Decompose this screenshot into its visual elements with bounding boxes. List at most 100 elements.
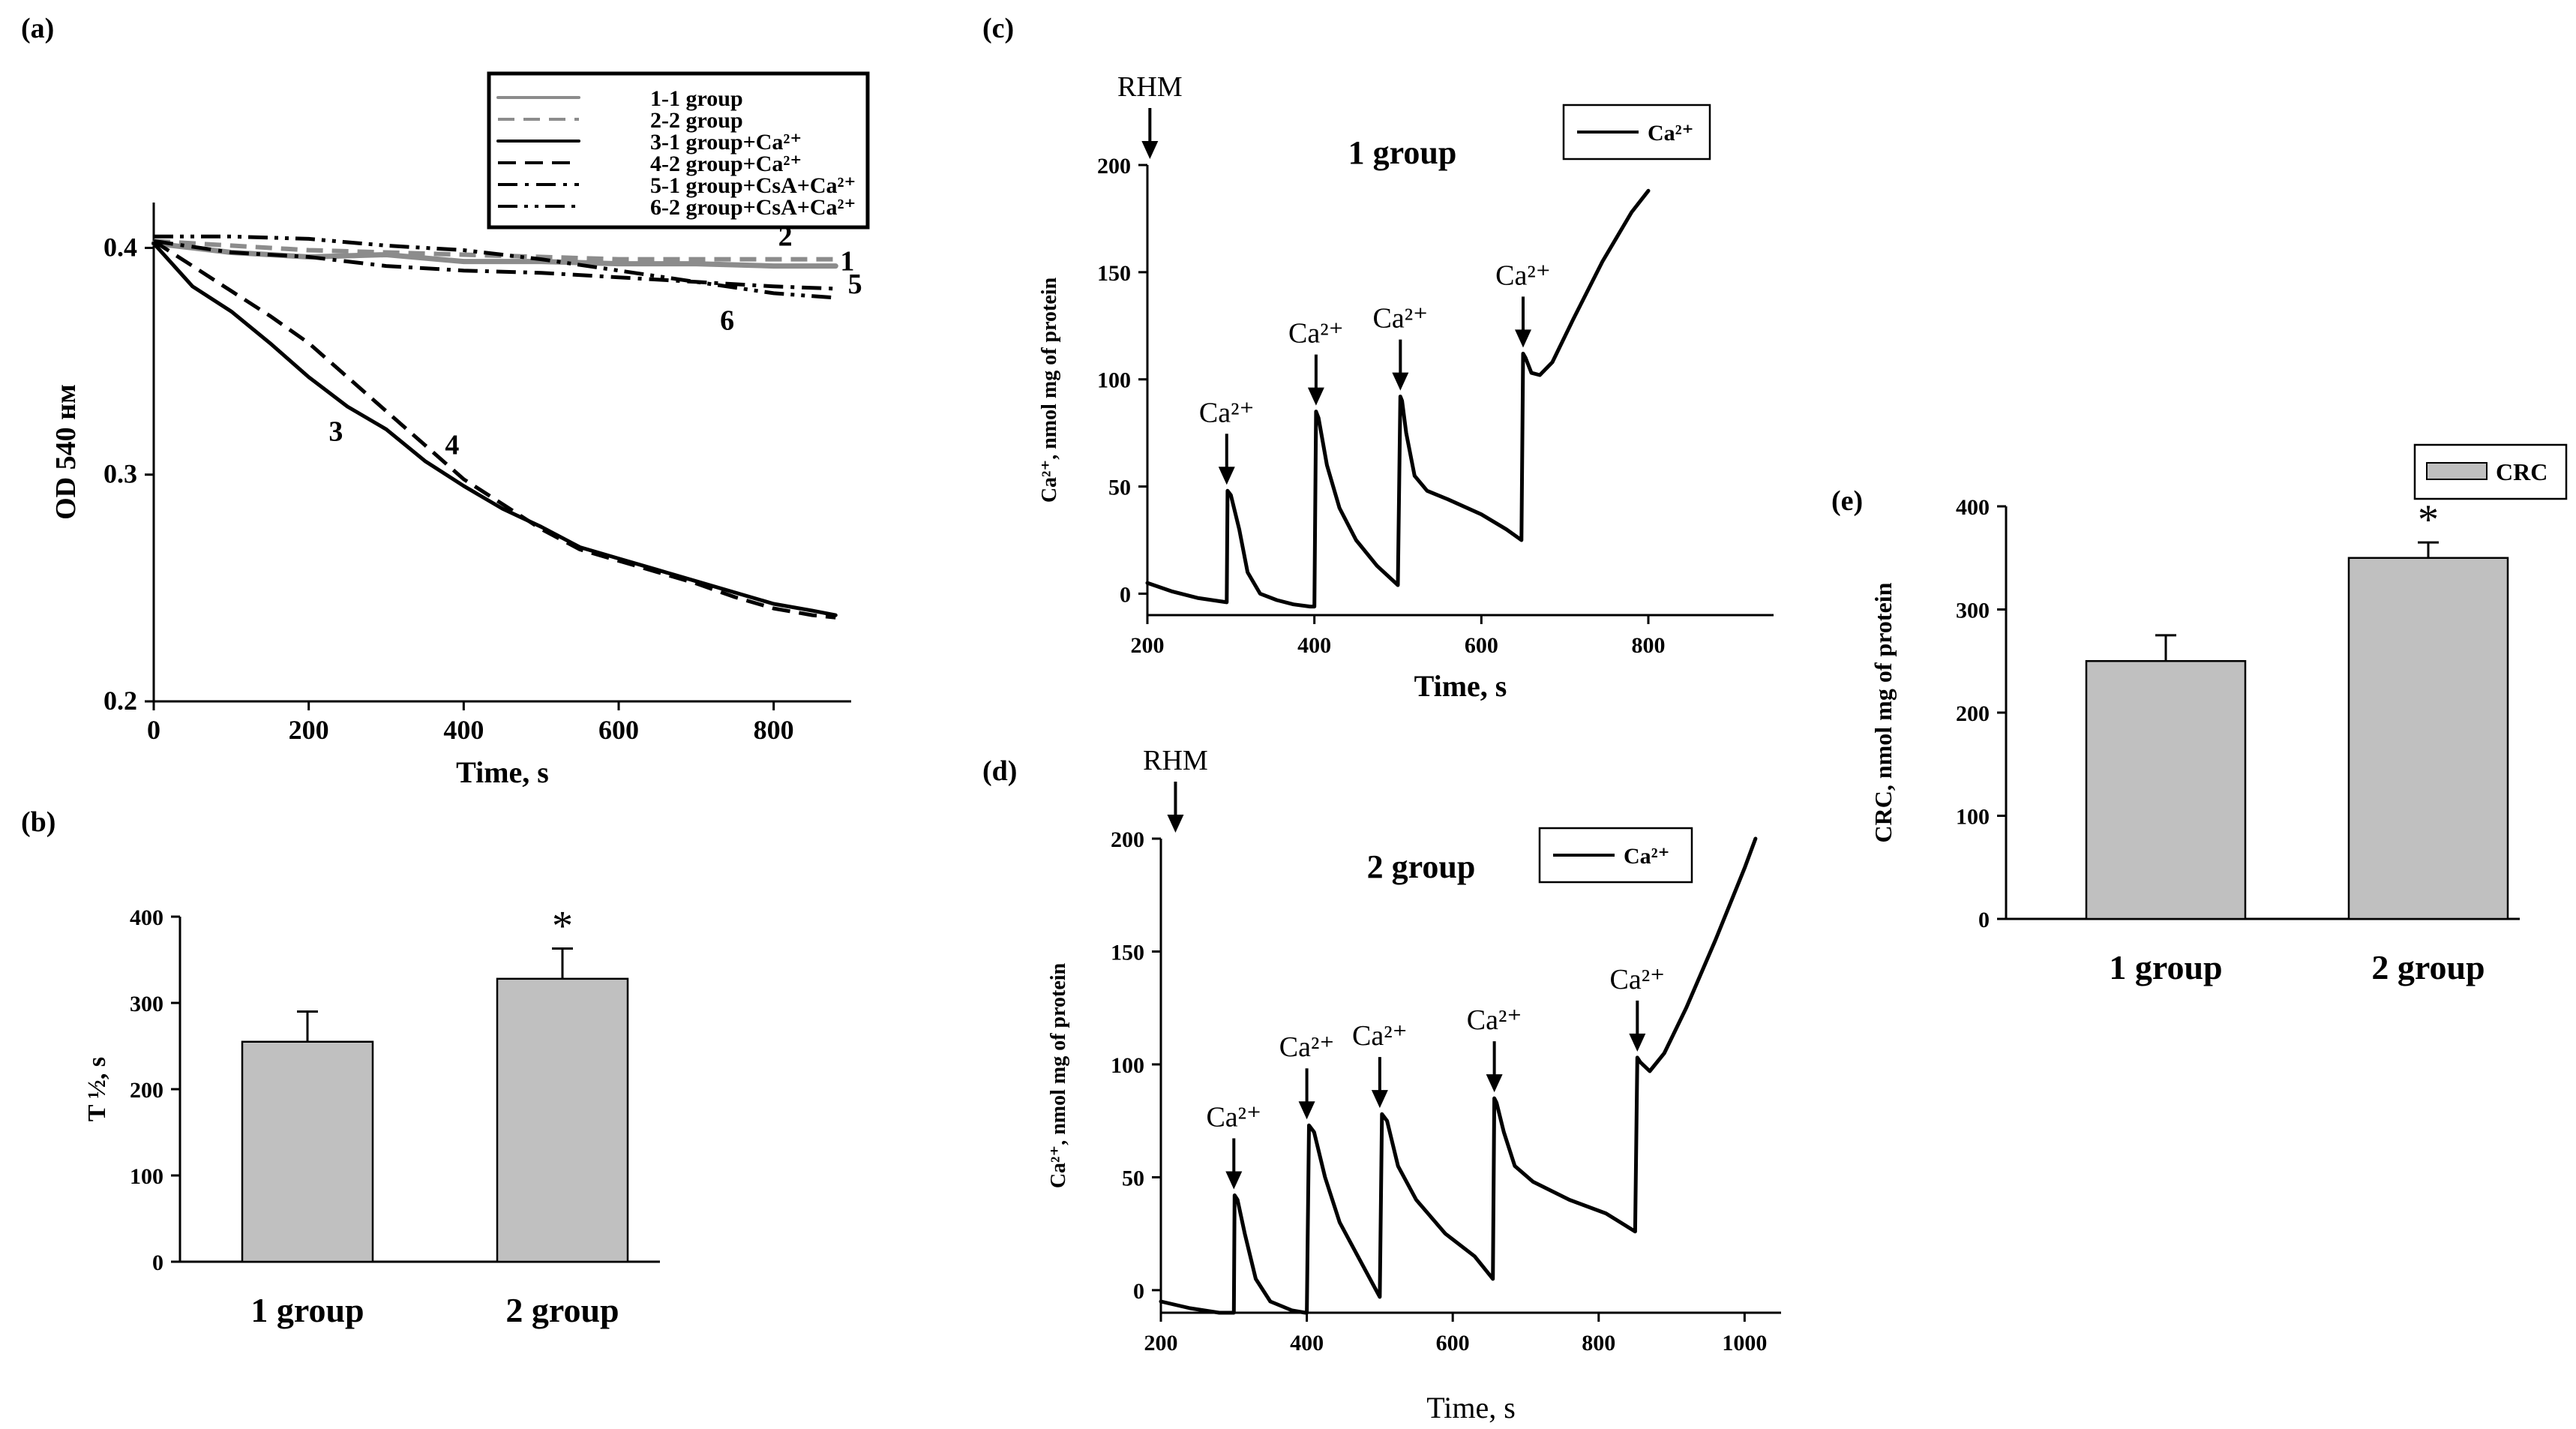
y-tick-label: 0 bbox=[152, 1250, 163, 1275]
y-tick-label: 100 bbox=[1097, 368, 1131, 393]
y-tick-label: 0 bbox=[1133, 1279, 1144, 1304]
ca-addition-arrow-head bbox=[1371, 1090, 1388, 1109]
x-tick-label: 800 bbox=[1632, 633, 1666, 658]
ca-addition-arrow-head bbox=[1225, 1171, 1243, 1190]
ca-addition-label: Ca²⁺ bbox=[1467, 1004, 1522, 1036]
ca-addition-label: Ca²⁺ bbox=[1279, 1031, 1335, 1063]
rhm-label: RHM bbox=[1143, 745, 1208, 776]
curve-label-4: 4 bbox=[445, 430, 459, 461]
y-tick-label: 300 bbox=[1956, 599, 1990, 623]
ca-addition-label: Ca²⁺ bbox=[1373, 303, 1429, 335]
y-tick-label: 200 bbox=[1097, 154, 1131, 179]
y-tick-label: 200 bbox=[1111, 827, 1144, 852]
legend-label: Ca²⁺ bbox=[1648, 121, 1694, 146]
significance-marker: * bbox=[552, 903, 573, 950]
curve-label-6: 6 bbox=[720, 305, 734, 336]
category-label: 2 group bbox=[505, 1291, 619, 1329]
bar-2 bbox=[496, 977, 629, 1263]
y-tick-label: 150 bbox=[1111, 940, 1144, 965]
curve-label-5: 5 bbox=[848, 269, 862, 300]
y-tick-label: 200 bbox=[1956, 701, 1990, 726]
panel-label: (a) bbox=[21, 13, 54, 44]
y-tick-label: 0.2 bbox=[103, 686, 137, 716]
category-label: 1 group bbox=[2109, 948, 2222, 986]
x-tick-label: 400 bbox=[443, 715, 484, 745]
rhm-label: RHM bbox=[1117, 71, 1183, 103]
y-tick-label: 0 bbox=[1120, 582, 1131, 607]
panel-title: 2 group bbox=[1367, 848, 1476, 885]
y-tick-label: 150 bbox=[1097, 261, 1131, 286]
trace-line bbox=[1145, 188, 1651, 609]
legend-label: 6-2 group+CsA+Ca²⁺ bbox=[650, 195, 856, 220]
y-axis-label: T ½, s bbox=[83, 1057, 111, 1121]
ca-addition-arrow-head bbox=[1392, 372, 1409, 391]
panel-e: (e) 0 100 200 300 400 1 group 2 group * CRC, nmol… bbox=[1831, 443, 2568, 986]
legend-label: CRC bbox=[2496, 458, 2548, 485]
legend-label: 4-2 group+Ca²⁺ bbox=[650, 152, 802, 176]
x-tick-label: 400 bbox=[1290, 1331, 1324, 1355]
bar-1 bbox=[241, 1040, 374, 1263]
panel-d: (d) 0 50 100 150 200 200 400 600 800 1000 Time, s Ca… bbox=[982, 745, 1781, 1424]
y-tick-label: 0.3 bbox=[103, 459, 137, 489]
y-axis-label: CRC, nmol mg of protein bbox=[1870, 582, 1897, 842]
panel-label: (b) bbox=[21, 806, 55, 838]
ca-addition-label: Ca²⁺ bbox=[1199, 397, 1255, 428]
legend-label: 1-1 group bbox=[650, 86, 743, 111]
legend-swatch bbox=[2426, 462, 2488, 480]
y-tick-label: 0 bbox=[1978, 908, 1990, 932]
series-line-3 bbox=[151, 241, 838, 617]
legend-label: 3-1 group+Ca²⁺ bbox=[650, 130, 802, 155]
ca-addition-arrow-head bbox=[1629, 1033, 1646, 1052]
panel-c: (c) 0 50 100 150 200 200 400 600 800 Time, s Ca²⁺, … bbox=[982, 13, 1774, 703]
y-tick-label: 100 bbox=[1111, 1053, 1144, 1078]
panel-label: (d) bbox=[982, 755, 1017, 787]
ca-addition-arrow-head bbox=[1486, 1074, 1503, 1093]
y-axis-label: Ca²⁺, nmol mg of protein bbox=[1038, 277, 1061, 503]
x-tick-label: 1000 bbox=[1722, 1331, 1767, 1355]
y-tick-label: 100 bbox=[1956, 805, 1990, 830]
category-label: 1 group bbox=[250, 1291, 364, 1329]
x-tick-label: 400 bbox=[1297, 633, 1331, 658]
ca-addition-label: Ca²⁺ bbox=[1609, 964, 1665, 995]
y-axis-label: Ca²⁺, nmol mg of protein bbox=[1047, 962, 1070, 1188]
series-line-6 bbox=[154, 234, 836, 300]
legend-box bbox=[487, 71, 870, 230]
series-line-4 bbox=[152, 239, 836, 620]
y-tick-label: 100 bbox=[130, 1164, 163, 1189]
legend-label: Ca²⁺ bbox=[1624, 844, 1670, 869]
curve-label-1: 1 bbox=[840, 246, 854, 278]
curve-label-3: 3 bbox=[328, 416, 343, 447]
legend-label: 5-1 group+CsA+Ca²⁺ bbox=[650, 173, 856, 198]
x-tick-label: 600 bbox=[598, 715, 639, 745]
trace-line bbox=[1159, 836, 1758, 1315]
ca-addition-arrow-head bbox=[1298, 1101, 1315, 1120]
ca-addition-arrow-head bbox=[1515, 329, 1531, 348]
ca-addition-label: Ca²⁺ bbox=[1288, 318, 1344, 350]
x-tick-label: 800 bbox=[1582, 1331, 1615, 1355]
panel-a: (a) 0.2 0.3 0.4 0 200 400 600 800 Time, s OD 540 н… bbox=[21, 13, 870, 789]
y-tick-label: 300 bbox=[130, 992, 163, 1016]
series-line-2 bbox=[153, 239, 836, 262]
x-tick-label: 200 bbox=[1131, 633, 1165, 658]
panel-b: (b) 0 100 200 300 400 1 group 2 group * T ½, s bbox=[21, 806, 660, 1329]
legend-label: 2-2 group bbox=[650, 108, 743, 133]
x-axis-label: Time, s bbox=[1426, 1391, 1516, 1424]
y-tick-label: 200 bbox=[130, 1078, 163, 1103]
rhm-arrow-head bbox=[1141, 141, 1159, 159]
x-tick-label: 0 bbox=[147, 715, 160, 745]
ca-addition-label: Ca²⁺ bbox=[1352, 1020, 1408, 1052]
ca-addition-label: Ca²⁺ bbox=[1495, 260, 1551, 291]
x-tick-label: 600 bbox=[1465, 633, 1498, 658]
panel-title: 1 group bbox=[1348, 134, 1457, 171]
rhm-arrow-head bbox=[1167, 815, 1184, 833]
x-axis-label: Time, s bbox=[456, 755, 549, 789]
bar-2 bbox=[2347, 557, 2509, 920]
panel-label: (c) bbox=[982, 13, 1014, 44]
series-line-5 bbox=[153, 239, 836, 291]
y-tick-label: 0.4 bbox=[103, 232, 137, 262]
bar-1 bbox=[2085, 660, 2247, 920]
y-tick-label: 400 bbox=[130, 905, 163, 930]
x-tick-label: 200 bbox=[289, 715, 329, 745]
y-tick-label: 50 bbox=[1122, 1166, 1144, 1190]
significance-marker: * bbox=[2418, 497, 2439, 543]
